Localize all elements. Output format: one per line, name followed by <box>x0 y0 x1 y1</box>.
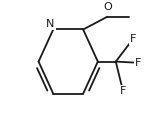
Text: F: F <box>129 34 136 44</box>
Text: F: F <box>135 58 141 68</box>
Text: F: F <box>120 86 126 96</box>
Text: O: O <box>103 2 112 12</box>
Text: N: N <box>46 19 55 29</box>
